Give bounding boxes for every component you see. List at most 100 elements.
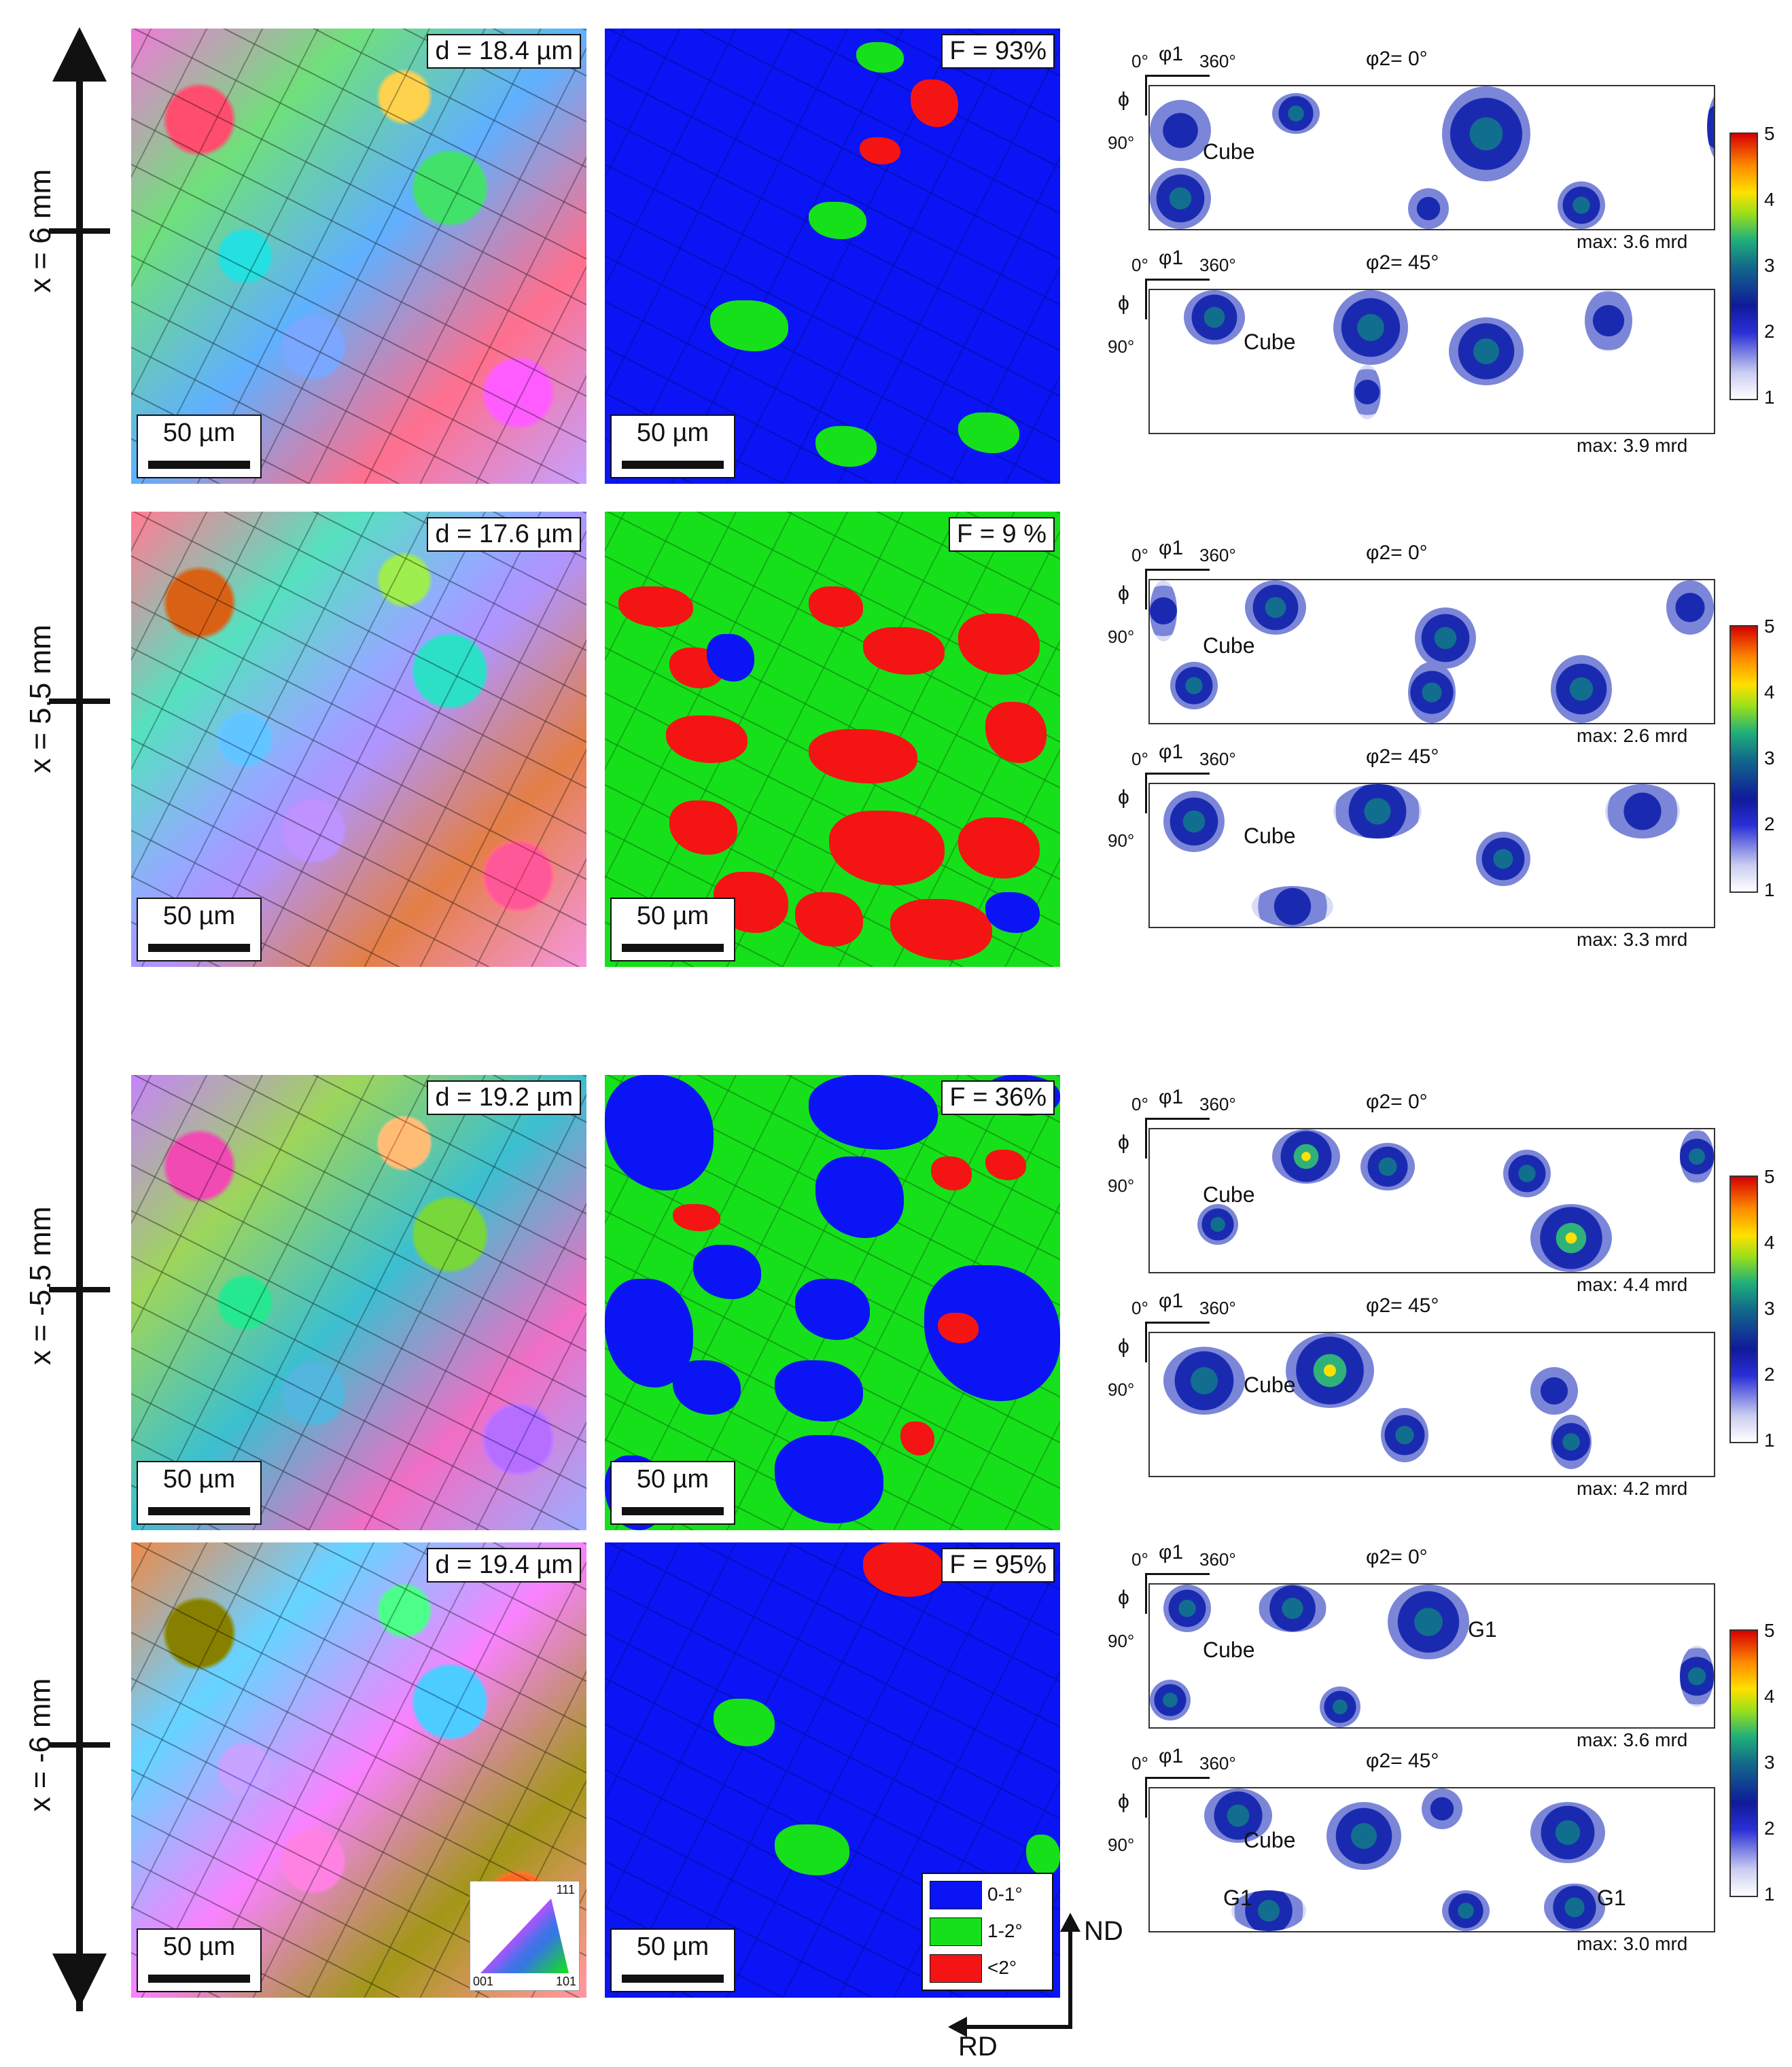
grain-red (900, 1421, 934, 1455)
odf-intensity-peak (1408, 188, 1449, 229)
odf-intensity-peak (1163, 1585, 1211, 1632)
position-label: x = 6 mm (24, 169, 57, 293)
odf-phi1-label: φ1 (1159, 1086, 1184, 1108)
odf-phi-ninety: 90° (1108, 830, 1135, 851)
colorbar-tick-label: 5 (1764, 123, 1775, 144)
odf-cube-label: Cube (1244, 1373, 1296, 1397)
grain-green (856, 42, 904, 73)
odf-phi-ninety: 90° (1108, 626, 1135, 647)
odf-phi-arrow (1145, 1777, 1147, 1818)
scale-bar-line (622, 1975, 724, 1983)
odf-phi-arrow (1145, 1322, 1147, 1362)
odf-phi-label: ϕ (1118, 292, 1129, 315)
rd-label: RD (958, 2032, 998, 2062)
odf-cube-label: Cube (1203, 1638, 1255, 1662)
grain-red (860, 137, 900, 164)
grain-red (938, 1313, 979, 1343)
grain-red (958, 614, 1040, 675)
odf-phi1-arrow (1145, 1777, 1210, 1779)
colorbar-tick-label: 5 (1764, 1166, 1775, 1187)
grain-red (958, 817, 1040, 879)
odf-phi2-label: φ2= 0° (1366, 48, 1428, 70)
odf-colorbar (1729, 1629, 1758, 1897)
colorbar-tick-label: 2 (1764, 321, 1775, 342)
grain-red (985, 1150, 1026, 1180)
grain-blue (815, 1156, 904, 1238)
odf-intensity-peak (1231, 1890, 1306, 1931)
odf-intensity-peak (1544, 1884, 1605, 1931)
odf-intensity-peak (1163, 1347, 1245, 1415)
colorbar-tick-label: 4 (1764, 1686, 1775, 1707)
odf-phi-arrow (1145, 1573, 1147, 1614)
odf-phi1-end: 360° (1199, 255, 1236, 275)
odf-intensity-peak (1320, 1686, 1360, 1727)
odf-intensity-peak (1333, 290, 1408, 365)
odf-intensity-peak (1422, 1788, 1462, 1829)
grain-blue (693, 1245, 761, 1299)
odf-phi-ninety: 90° (1108, 132, 1135, 153)
odf-phi-ninety: 90° (1108, 1176, 1135, 1196)
odf-phi1-label: φ1 (1159, 741, 1184, 763)
grain-green (710, 300, 788, 351)
odf-phi1-zero: 0° (1131, 1549, 1148, 1570)
scale-bar-label: 50 µm (636, 1465, 709, 1494)
odf-phi1-label: φ1 (1159, 1290, 1184, 1312)
odf-phi1-end: 360° (1199, 1549, 1236, 1570)
grain-blue (775, 1435, 883, 1523)
odf-intensity-peak (1415, 607, 1476, 669)
legend-label: 0-1° (987, 1884, 1023, 1905)
fraction-label: F = 93% (941, 34, 1055, 69)
grain-size-label: d = 19.4 µm (427, 1548, 581, 1583)
odf-intensity-peak (1408, 662, 1456, 723)
scale-bar-label: 50 µm (162, 1465, 236, 1494)
odf-phi2-label: φ2= 0° (1366, 1091, 1428, 1113)
odf-phi1-arrow (1145, 569, 1210, 571)
position-label: x = 5.5 mm (24, 624, 57, 773)
odf-cube-label: Cube (1203, 633, 1255, 658)
scale-bar: 50 µm (610, 898, 735, 961)
odf-max-label: max: 4.2 mrd (1577, 1478, 1688, 1499)
axis-tick (49, 1287, 110, 1292)
odf-intensity-peak (1381, 1408, 1428, 1462)
arrow-up-icon (1060, 1913, 1081, 1932)
odf-phi-label: ϕ (1118, 582, 1129, 605)
odf-section (1148, 579, 1715, 724)
grain-size-label: d = 18.4 µm (427, 34, 581, 69)
odf-intensity-peak (1551, 1415, 1592, 1469)
scale-bar-line (148, 1975, 250, 1983)
odf-phi-ninety: 90° (1108, 336, 1135, 357)
colorbar-tick-label: 1 (1764, 879, 1775, 900)
grain-green (958, 412, 1019, 453)
axis-tick (49, 699, 110, 704)
colorbar-tick-label: 3 (1764, 1298, 1775, 1319)
odf-intensity-peak (1503, 1150, 1551, 1197)
odf-phi1-zero: 0° (1131, 255, 1148, 275)
legend-swatch-blue (930, 1881, 982, 1909)
colorbar-tick-label: 4 (1764, 682, 1775, 703)
grain-green (809, 202, 866, 239)
colorbar-tick-label: 3 (1764, 747, 1775, 768)
colorbar-tick-label: 1 (1764, 1430, 1775, 1451)
grain-red (618, 586, 693, 627)
odf-phi1-zero: 0° (1131, 749, 1148, 769)
ipf-map: d = 19.4 µm 50 µm 111 001 101 (131, 1542, 586, 1998)
odf-phi1-end: 360° (1199, 1298, 1236, 1318)
odf-intensity-peak (1707, 86, 1714, 168)
odf-phi-label: ϕ (1118, 1587, 1129, 1609)
odf-phi1-zero: 0° (1131, 1298, 1148, 1318)
grain-red (795, 892, 863, 947)
scale-bar: 50 µm (137, 898, 262, 961)
scale-bar-label: 50 µm (636, 902, 709, 930)
odf-cube-label: Cube (1203, 139, 1255, 164)
odf-intensity-peak (1666, 580, 1714, 635)
scale-bar-line (622, 944, 724, 952)
ipf-key-101: 101 (555, 1975, 576, 1988)
odf-colorbar (1729, 625, 1758, 893)
grain-red (863, 1542, 945, 1597)
scale-bar: 50 µm (610, 1928, 735, 1992)
odf-phi1-zero: 0° (1131, 1753, 1148, 1773)
position-axis-line (76, 54, 83, 2011)
odf-intensity-peak (1150, 1680, 1191, 1720)
grain-red (863, 627, 945, 675)
odf-phi-label: ϕ (1118, 1131, 1129, 1154)
